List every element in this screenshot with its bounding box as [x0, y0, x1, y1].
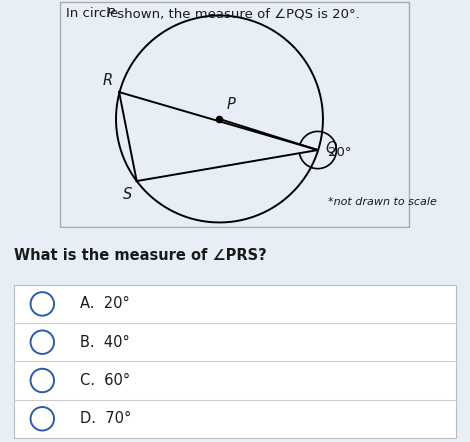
Text: What is the measure of ∠PRS?: What is the measure of ∠PRS?	[14, 248, 267, 263]
Text: A.  20°: A. 20°	[80, 297, 130, 312]
Text: 20°: 20°	[329, 146, 352, 159]
Text: R: R	[103, 73, 113, 88]
Text: C.  60°: C. 60°	[80, 373, 130, 388]
Text: S: S	[123, 187, 133, 202]
Text: *not drawn to scale: *not drawn to scale	[328, 197, 437, 207]
Text: D.  70°: D. 70°	[80, 411, 131, 426]
Text: Q: Q	[325, 141, 337, 156]
Text: In circle: In circle	[66, 7, 123, 20]
Text: P: P	[227, 97, 235, 112]
FancyBboxPatch shape	[14, 285, 456, 438]
Text: B.  40°: B. 40°	[80, 335, 130, 350]
Text: shown, the measure of ∠PQS is 20°.: shown, the measure of ∠PQS is 20°.	[113, 7, 360, 20]
Text: P: P	[107, 7, 115, 20]
